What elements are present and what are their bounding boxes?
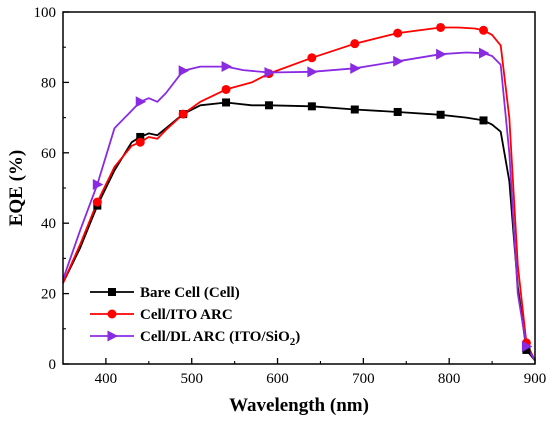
x-tick-label-800: 800	[438, 371, 461, 387]
legend-label-3: Cell/DL ARC (ITO/SiO2)	[140, 329, 300, 348]
series-2-marker-3	[178, 109, 188, 119]
plot-lines	[62, 26, 536, 362]
series-1-marker-2	[136, 132, 145, 141]
series-1-marker-5	[264, 101, 273, 110]
series-3-marker-6	[307, 66, 318, 78]
series-2-marker-4	[221, 84, 231, 94]
series-line-1	[62, 101, 536, 362]
series-3-marker-8	[393, 55, 404, 67]
legend-item-2: Cell/ITO ARC	[90, 307, 233, 323]
series-1-marker-10	[479, 116, 488, 125]
series-3-marker-1	[92, 178, 104, 190]
x-tick-label-500: 500	[180, 371, 203, 387]
series-3-marker-3	[178, 65, 190, 77]
series-2-marker-9	[436, 22, 446, 32]
legend-label-text-1: Bare Cell (Cell)	[140, 285, 240, 301]
legend-label-suffix-3: )	[295, 329, 300, 345]
x-axis-ticks: 400 500 600 700 800 900	[95, 358, 547, 387]
y-tick-label-80: 80	[41, 75, 56, 91]
legend-label-text-2: Cell/ITO ARC	[140, 307, 233, 323]
series-3-marker-9	[436, 48, 447, 60]
x-tick-label-600: 600	[266, 371, 289, 387]
series-3-marker-2	[135, 96, 147, 108]
series-line-2	[62, 26, 536, 361]
x-tick-label-700: 700	[352, 371, 375, 387]
series-2-marker-6	[307, 53, 317, 63]
legend-label-2: Cell/ITO ARC	[140, 307, 233, 323]
series-1-marker-4	[222, 98, 231, 107]
series-1-marker-8	[393, 107, 402, 116]
legend: Bare Cell (Cell) Cell/ITO ARC Cell/DL ARC …	[90, 285, 300, 348]
y-tick-label-40: 40	[41, 216, 56, 232]
legend-item-3: Cell/DL ARC (ITO/SiO2)	[90, 329, 300, 348]
series-3-marker-4	[221, 61, 233, 73]
series-1-marker-6	[307, 102, 316, 111]
series-3-marker-10	[479, 47, 490, 59]
series-3-marker-7	[350, 62, 361, 74]
y-axis-title: EQE (%)	[6, 150, 27, 227]
legend-marker-2	[107, 309, 117, 319]
y-tick-label-100: 100	[34, 5, 57, 21]
series-2-marker-8	[393, 28, 403, 38]
y-tick-label-60: 60	[41, 146, 56, 162]
x-tick-label-400: 400	[95, 371, 118, 387]
x-tick-label-900: 900	[524, 371, 547, 387]
series-2-marker-1	[92, 197, 102, 207]
legend-label-1: Bare Cell (Cell)	[140, 285, 240, 301]
y-tick-label-0: 0	[49, 357, 57, 373]
plot-markers	[92, 22, 533, 354]
y-tick-label-20: 20	[41, 287, 56, 303]
x-axis-title: Wavelength (nm)	[229, 395, 369, 416]
legend-marker-3	[107, 330, 118, 342]
series-line-3	[62, 51, 536, 361]
legend-item-1: Bare Cell (Cell)	[90, 285, 240, 301]
series-3-marker-11	[521, 340, 533, 352]
series-2-marker-10	[479, 25, 489, 35]
series-3-marker-5	[264, 67, 275, 79]
legend-label-subscript-3: 2	[290, 336, 296, 348]
series-1-marker-11	[522, 345, 531, 354]
plot-frame	[62, 11, 536, 365]
series-2-marker-7	[350, 39, 360, 49]
series-1-marker-9	[436, 110, 445, 119]
legend-marker-1	[108, 288, 116, 296]
legend-label-text-3: Cell/DL ARC (ITO/SiO	[140, 329, 290, 345]
series-1-marker-7	[350, 105, 359, 114]
y-axis-ticks: 0 20 40 60 80 100	[34, 5, 69, 373]
series-2-marker-2	[135, 137, 145, 147]
